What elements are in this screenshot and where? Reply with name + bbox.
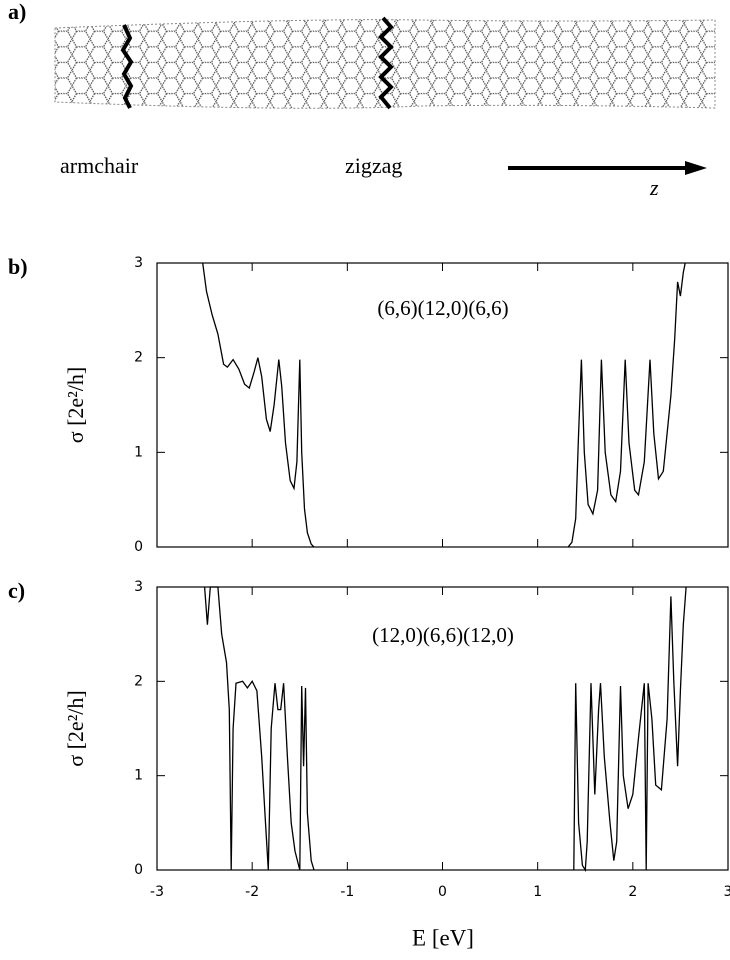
z-axis-label: z	[649, 175, 659, 200]
y-tick-label: 0	[134, 862, 143, 878]
z-arrow-head	[685, 161, 707, 175]
y-axis-label: σ [2e²/h]	[63, 690, 88, 766]
x-tick-label: -2	[245, 884, 259, 900]
panel-label: a)	[8, 0, 26, 24]
panel-label: b)	[8, 254, 28, 279]
x-tick-label: -1	[340, 884, 354, 900]
x-axis-label: E [eV]	[412, 925, 474, 950]
x-tick-label: 1	[533, 884, 542, 900]
data-line	[202, 262, 686, 548]
armchair-label: armchair	[60, 153, 139, 178]
x-tick-label: 2	[628, 884, 637, 900]
x-tick-label: -3	[150, 884, 164, 900]
zigzag-cut	[378, 16, 394, 110]
zigzag-label: zigzag	[345, 153, 402, 178]
y-tick-label: 1	[134, 768, 143, 784]
x-tick-label: 0	[438, 884, 447, 900]
y-axis-label: σ [2e²/h]	[63, 367, 88, 443]
x-tick-label: 3	[724, 884, 730, 900]
y-tick-label: 2	[134, 350, 143, 366]
panel-label: c)	[8, 578, 25, 603]
annotation: (12,0)(6,6)(12,0)	[372, 623, 514, 647]
y-tick-label: 1	[134, 444, 143, 460]
nanotube	[54, 19, 716, 109]
y-tick-label: 3	[134, 255, 143, 271]
y-tick-label: 3	[134, 579, 143, 595]
y-tick-label: 2	[134, 673, 143, 689]
annotation: (6,6)(12,0)(6,6)	[377, 296, 508, 320]
armchair-cut	[120, 24, 134, 109]
data-line	[203, 586, 687, 873]
y-tick-label: 0	[134, 539, 143, 555]
